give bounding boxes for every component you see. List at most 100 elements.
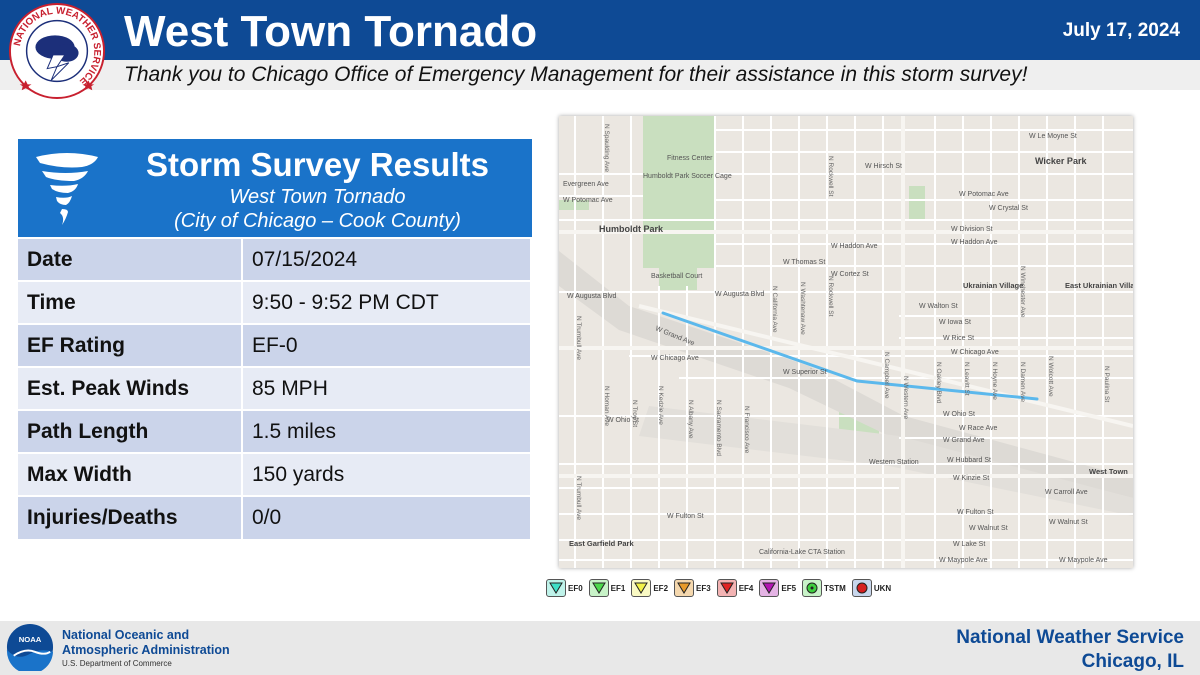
ef-rating-legend: EF0 EF1 EF2 EF3 EF4 EF5 TSTM bbox=[546, 578, 897, 598]
rail-corridor-south bbox=[639, 406, 1133, 516]
map-label: W Hubbard St bbox=[947, 457, 991, 464]
tornado-track[interactable] bbox=[661, 311, 1039, 401]
nws-office-name: National Weather Service bbox=[956, 627, 1184, 648]
map-label: Evergreen Ave bbox=[563, 181, 609, 188]
legend-item-ef2: EF2 bbox=[631, 579, 668, 597]
row-value: 85 MPH bbox=[242, 366, 532, 410]
noaa-name-line2: Atmospheric Administration bbox=[62, 643, 230, 657]
map-label: Humboldt Park bbox=[599, 224, 664, 234]
map-label: N Troy St bbox=[631, 400, 638, 427]
row-label: Date bbox=[18, 237, 243, 281]
map-label: N Trumbull Ave bbox=[575, 476, 582, 520]
map-label: N California Ave bbox=[771, 286, 778, 333]
map-label: N Washtenaw Ave bbox=[799, 282, 806, 335]
humboldt-park-area bbox=[643, 116, 715, 268]
row-value: 9:50 - 9:52 PM CDT bbox=[242, 280, 532, 324]
triangle-icon bbox=[631, 579, 652, 597]
nws-logo: NATIONAL WEATHER SERVICE bbox=[8, 2, 106, 100]
triangle-icon bbox=[759, 579, 780, 597]
map-label: W Kinzie St bbox=[953, 475, 989, 482]
map-label: W Maypole Ave bbox=[1059, 557, 1108, 564]
map-label: N Rockwell St bbox=[827, 276, 834, 317]
map-label: W Haddon Ave bbox=[831, 243, 878, 250]
table-row: Injuries/Deaths 0/0 bbox=[18, 495, 532, 539]
header-date: July 17, 2024 bbox=[1062, 20, 1180, 41]
map-label: Basketball Court bbox=[651, 273, 702, 280]
legend-label: EF3 bbox=[696, 583, 711, 593]
map-label: W Cortez St bbox=[831, 271, 869, 278]
map-label: W Walton St bbox=[919, 303, 958, 310]
map-label: N Campbell Ave bbox=[883, 352, 890, 399]
map-label: W Augusta Blvd bbox=[567, 293, 617, 300]
map-label: Wicker Park bbox=[1035, 156, 1087, 166]
dot-icon bbox=[802, 579, 823, 597]
map-label: W Division St bbox=[951, 226, 993, 233]
map-label: W Superior St bbox=[783, 369, 827, 376]
map-label: W Carroll Ave bbox=[1045, 489, 1088, 496]
map-label: W Hirsch St bbox=[865, 163, 902, 170]
tornado-icon bbox=[36, 153, 98, 225]
triangle-icon bbox=[546, 579, 566, 597]
map-label: N Spaulding Ave bbox=[603, 124, 610, 172]
map-label: N Western Ave bbox=[902, 376, 909, 419]
tornado-path-map[interactable]: Fitness Center Humboldt Park Soccer Cage… bbox=[559, 116, 1133, 568]
row-value: 150 yards bbox=[242, 452, 532, 496]
map-label: N Wolcott Ave bbox=[1047, 356, 1054, 397]
row-value: EF-0 bbox=[242, 323, 532, 367]
map-label: N Damen Ave bbox=[1019, 362, 1026, 402]
noaa-logo-text: NOAA bbox=[19, 635, 42, 644]
map-label: East Ukrainian Village bbox=[1065, 281, 1133, 290]
map-label: N Francisco Ave bbox=[743, 406, 750, 454]
map-label: N Rockwell St bbox=[827, 156, 834, 197]
legend-item-ef3: EF3 bbox=[674, 579, 711, 597]
map-label: N Winchester Ave bbox=[1019, 266, 1026, 318]
map-label: East Garfield Park bbox=[569, 539, 634, 548]
nws-office-location: Chicago, IL bbox=[1081, 651, 1184, 672]
map-label: N Oakley Blvd bbox=[935, 362, 942, 404]
map-label: Western Station bbox=[869, 459, 919, 466]
triangle-icon bbox=[716, 579, 737, 597]
subtitle-bar bbox=[0, 60, 1200, 90]
map-label: W Haddon Ave bbox=[951, 239, 998, 246]
map-label: N Homan Ave bbox=[603, 386, 610, 426]
legend-label: UKN bbox=[873, 583, 892, 593]
map-label: N Paulina St bbox=[1103, 366, 1110, 402]
map-label: W Crystal St bbox=[989, 205, 1028, 212]
triangle-icon bbox=[674, 579, 695, 597]
legend-item-ef0: EF0 bbox=[546, 579, 583, 597]
legend-label: EF1 bbox=[610, 583, 626, 593]
table-row: Est. Peak Winds 85 MPH bbox=[18, 366, 532, 410]
survey-subtitle-event: West Town Tornado bbox=[229, 186, 406, 208]
nws-office: National Weather Service Chicago, IL bbox=[956, 626, 1184, 674]
map-label: N Trumbull Ave bbox=[575, 316, 582, 360]
survey-subtitle-location: (City of Chicago – Cook County) bbox=[174, 210, 461, 232]
legend-item-tstm: TSTM bbox=[802, 579, 846, 597]
map-label: W Potomac Ave bbox=[563, 197, 613, 204]
map-label: N Leavitt St bbox=[963, 362, 970, 396]
table-row: Path Length 1.5 miles bbox=[18, 409, 532, 453]
map-label: W Fulton St bbox=[957, 509, 994, 516]
noaa-logo: NOAA bbox=[6, 623, 54, 671]
map-label: W Maypole Ave bbox=[939, 557, 988, 564]
row-value: 0/0 bbox=[242, 495, 532, 539]
header-bar bbox=[0, 0, 1200, 60]
page-title: West Town Tornado bbox=[124, 7, 538, 56]
legend-item-ef5: EF5 bbox=[759, 579, 796, 597]
map-label: W Race Ave bbox=[959, 425, 997, 432]
row-value: 1.5 miles bbox=[242, 409, 532, 453]
map-label: Fitness Center bbox=[667, 155, 713, 162]
row-label: EF Rating bbox=[18, 323, 243, 367]
map-label: N Hoyne Ave bbox=[991, 362, 998, 400]
legend-item-ukn: UKN bbox=[851, 579, 892, 597]
map-label: W Chicago Ave bbox=[651, 355, 699, 362]
noaa-department: U.S. Department of Commerce bbox=[62, 659, 172, 668]
dot-icon bbox=[851, 579, 872, 597]
map-label: W Rice St bbox=[943, 335, 974, 342]
triangle-icon bbox=[588, 579, 609, 597]
survey-results-panel: Storm Survey Results West Town Tornado (… bbox=[18, 139, 532, 539]
row-value: 07/15/2024 bbox=[242, 237, 532, 281]
table-row: EF Rating EF-0 bbox=[18, 323, 532, 367]
map-label: W Ohio St bbox=[607, 417, 639, 424]
map-label: W Thomas St bbox=[783, 259, 825, 266]
map-label: W Chicago Ave bbox=[951, 349, 999, 356]
